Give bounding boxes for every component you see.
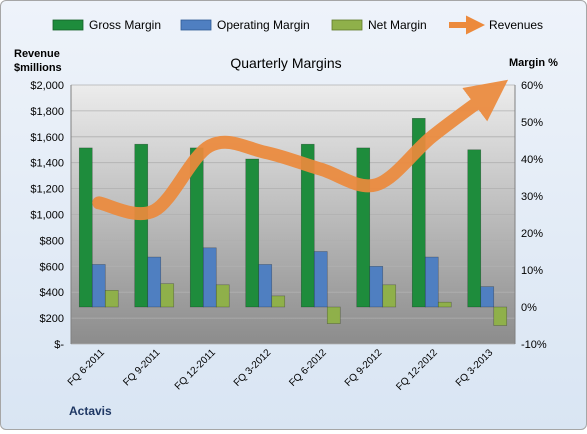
left-tick-label: $1,200: [30, 184, 64, 196]
bar-gross-margin: [356, 147, 371, 308]
chart-title: Quarterly Margins: [230, 55, 341, 71]
bar-gross-margin: [134, 143, 149, 308]
left-axis-title-line2: $millions: [14, 62, 62, 74]
left-axis-title-line1: Revenue: [14, 48, 60, 60]
x-tick-label: FQ 6-2011: [66, 347, 107, 388]
right-tick-label: -10%: [521, 339, 547, 351]
legend-item-gross-margin: Gross Margin: [52, 18, 161, 32]
right-tick-label: 10%: [521, 265, 543, 277]
legend-label-operating-margin: Operating Margin: [217, 18, 310, 32]
legend-swatch-gross-margin: [52, 19, 84, 31]
x-tick-label: FQ 12-2012: [394, 347, 440, 393]
left-tick-label: $1,400: [30, 158, 64, 170]
legend-label-gross-margin: Gross Margin: [89, 18, 161, 32]
right-tick-label: 0%: [521, 302, 537, 314]
left-tick-label: $1,800: [30, 106, 64, 118]
right-tick-label: 50%: [521, 117, 543, 129]
right-tick-label: 30%: [521, 191, 543, 203]
bar-net-margin: [493, 306, 508, 326]
legend-swatch-operating-margin: [180, 19, 212, 31]
left-tick-label: $2,000: [30, 80, 64, 92]
x-tick-label: FQ 9-2011: [121, 347, 162, 388]
bar-operating-margin: [424, 256, 439, 308]
bar-gross-margin: [189, 147, 204, 308]
bar-net-margin: [326, 306, 341, 324]
bar-operating-margin: [202, 247, 217, 308]
left-tick-label: $-: [54, 339, 64, 351]
bar-operating-margin: [147, 256, 162, 308]
left-tick-label: $800: [40, 235, 64, 247]
company-label: Actavis: [69, 404, 112, 418]
left-tick-label: $1,000: [30, 210, 64, 222]
legend: Gross Margin Operating Margin Net Margin…: [52, 15, 543, 35]
bar-gross-margin: [300, 143, 315, 308]
right-tick-label: 20%: [521, 228, 543, 240]
right-axis-ticks: -10% 0% 10% 20% 30% 40% 50% 60%: [521, 80, 547, 351]
bar-operating-margin: [258, 264, 273, 308]
left-tick-label: $200: [40, 313, 64, 325]
bar-operating-margin: [91, 264, 106, 308]
x-tick-label: FQ 3-2012: [232, 347, 274, 389]
x-tick-label: FQ 6-2012: [287, 347, 329, 389]
legend-swatch-net-margin: [331, 19, 363, 31]
bar-net-margin: [215, 284, 230, 308]
bar-net-margin: [160, 283, 175, 308]
x-tick-label: FQ 12-2011: [173, 347, 218, 392]
x-tick-label: FQ 3-2013: [454, 347, 496, 389]
revenue-line-layer: [92, 79, 509, 221]
left-tick-label: $1,600: [30, 132, 64, 144]
bar-operating-margin: [313, 251, 328, 308]
bar-operating-margin: [480, 286, 495, 308]
legend-item-net-margin: Net Margin: [331, 18, 427, 32]
revenue-line: [92, 79, 509, 221]
bar-gross-margin: [411, 118, 426, 308]
bars: [78, 118, 508, 326]
right-tick-label: 40%: [521, 154, 543, 166]
bar-net-margin: [271, 295, 286, 308]
right-axis-title: Margin %: [509, 57, 558, 69]
legend-item-revenues: Revenues: [449, 15, 543, 35]
bar-gross-margin: [467, 149, 482, 308]
legend-item-operating-margin: Operating Margin: [180, 18, 310, 32]
bar-net-margin: [437, 301, 452, 308]
bar-gross-margin: [245, 158, 260, 308]
x-axis-ticks: FQ 6-2011 FQ 9-2011 FQ 12-2011 FQ 3-2012 FQ …: [66, 347, 496, 393]
legend-label-revenues: Revenues: [489, 18, 543, 32]
bar-net-margin: [104, 290, 119, 308]
bar-net-margin: [382, 284, 397, 308]
right-tick-label: 60%: [521, 80, 543, 92]
left-tick-label: $600: [40, 261, 64, 273]
left-axis-ticks: $- $200 $400 $600 $800 $1,000 $1,200 $1,400 $1,6…: [30, 80, 64, 351]
bar-gross-margin: [78, 147, 93, 308]
legend-label-net-margin: Net Margin: [368, 18, 427, 32]
left-tick-label: $400: [40, 287, 64, 299]
bar-operating-margin: [369, 265, 384, 308]
x-tick-label: FQ 9-2012: [343, 347, 385, 389]
